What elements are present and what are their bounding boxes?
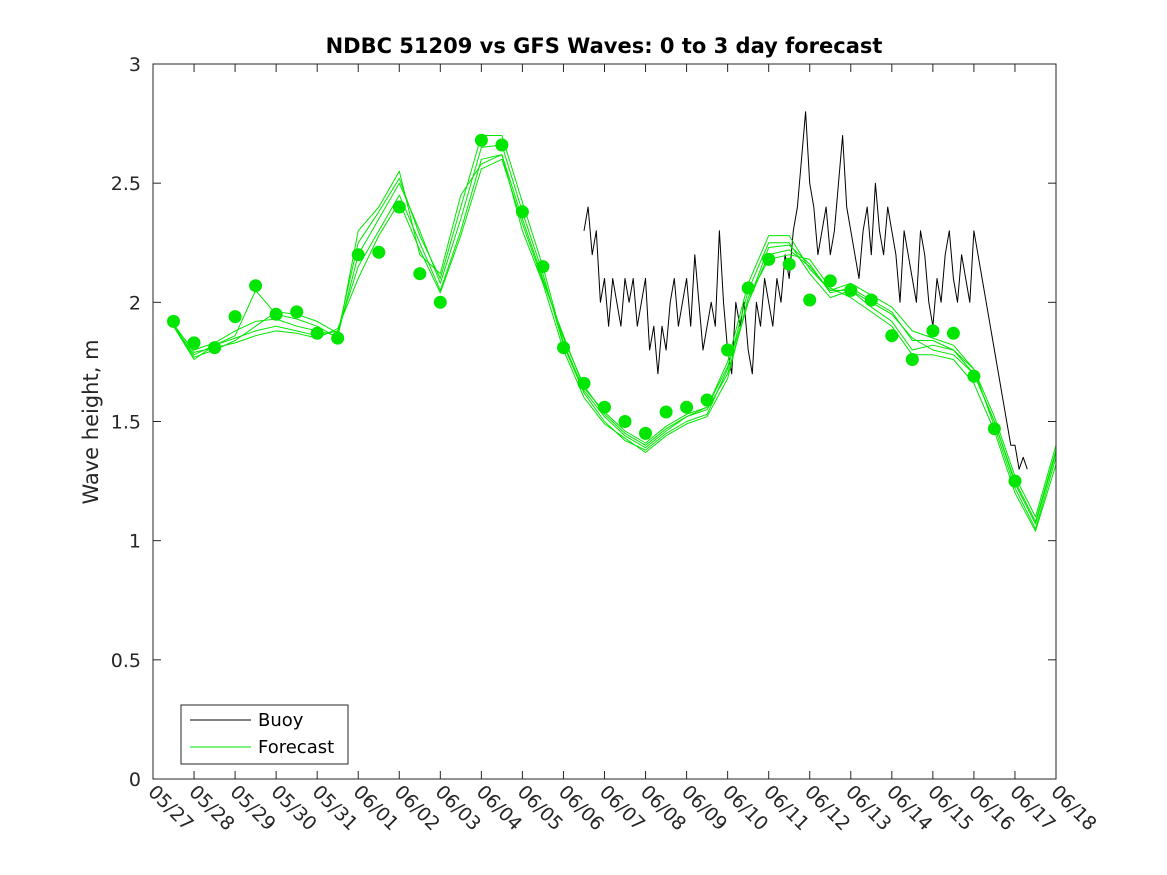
forecast-analysis-point [557,341,570,355]
forecast-analysis-point [474,133,488,147]
buoy-series-line [583,111,1028,470]
forecast-analysis-point [987,422,1001,436]
forecast-analysis-point [269,307,283,321]
forecast-analysis-point [495,138,509,152]
forecast-analysis-point [167,314,180,328]
forecast-analysis-point [885,329,899,343]
forecast-analysis-point [803,293,817,307]
forecast-analysis-point [351,248,365,262]
forecast-analysis-point [721,343,735,357]
y-tick-label: 1 [129,531,141,553]
forecast-analysis-point [926,324,940,338]
forecast-analysis-point [823,274,837,288]
forecast-analysis-point [700,393,714,407]
forecast-analysis-point [782,257,796,271]
forecast-analysis-point [1008,474,1022,488]
y-tick-label: 3 [129,54,141,76]
forecast-analysis-point [741,281,755,295]
forecast-analysis-point [331,331,345,345]
forecast-analysis-point [536,260,550,274]
forecast-analysis-point [228,310,242,324]
forecast-analysis-point [905,353,919,366]
forecast-series-line-3 [173,135,1056,518]
legend: Buoy Forecast [180,704,349,765]
legend-forecast-label: Forecast [258,737,334,758]
forecast-analysis-point [639,426,652,440]
y-tick-label: 2 [129,292,141,314]
forecast-analysis-point [577,376,591,390]
forecast-analysis-point [967,369,981,383]
forecast-analysis-point [598,400,611,414]
y-axis-ticks: 0 0.5 1 1.5 2 2.5 3 [111,54,1056,791]
forecast-analysis-point [433,295,447,309]
forecast-analysis-point [208,341,222,355]
forecast-analysis-point [515,205,529,219]
chart-title: NDBC 51209 vs GFS Waves: 0 to 3 day fore… [326,34,883,58]
forecast-analysis-point [290,305,304,319]
forecast-analysis-point [392,200,406,214]
y-tick-label: 0.5 [111,650,141,672]
y-tick-label: 1.5 [111,412,141,434]
forecast-analysis-point [844,283,858,297]
forecast-analysis-point [659,405,673,419]
plot-area [167,111,1056,532]
legend-box [180,704,349,765]
y-tick-label: 0 [129,769,141,791]
forecast-analysis-point [249,279,263,293]
forecast-analysis-point [372,245,386,259]
forecast-analysis-point [310,326,324,340]
y-tick-label: 2.5 [111,173,141,195]
forecast-analysis-point [762,252,776,266]
forecast-analysis-point [864,293,878,307]
forecast-analysis-point [618,415,632,428]
forecast-analysis-point [946,326,960,340]
y-axis-label: Wave height, m [79,339,103,504]
forecast-analysis-point [187,336,201,350]
legend-buoy-label: Buoy [258,710,304,731]
forecast-analysis-point [413,267,427,281]
forecast-analysis-point [680,400,694,414]
